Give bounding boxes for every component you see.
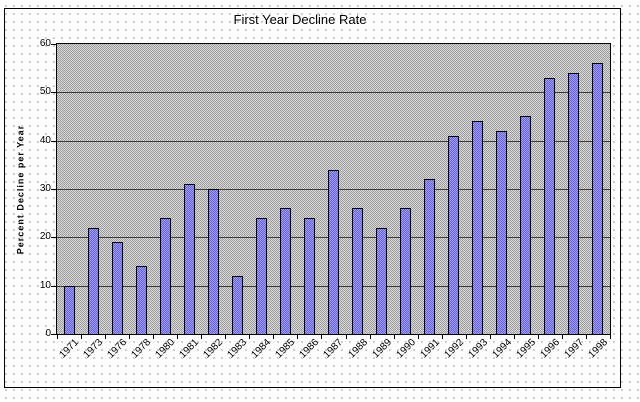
x-tick-mark: [442, 334, 443, 339]
x-tick-mark: [57, 334, 58, 339]
bar-1983: [232, 276, 243, 334]
x-tick-mark: [514, 334, 515, 339]
x-tick-mark: [297, 334, 298, 339]
x-tick-mark: [610, 334, 611, 339]
y-tick-label-50: 50: [39, 86, 51, 97]
bar-1989: [376, 228, 387, 334]
y-tick-mark: [51, 92, 57, 93]
x-tick-mark: [370, 334, 371, 339]
x-tick-mark: [394, 334, 395, 339]
x-tick-mark: [225, 334, 226, 339]
bar-1987: [328, 170, 339, 334]
bar-1976: [112, 242, 123, 334]
y-tick-mark: [51, 44, 57, 45]
bar-1973: [88, 228, 99, 334]
y-tick-mark: [51, 237, 57, 238]
bar-1993: [472, 121, 483, 334]
y-tick-label-60: 60: [39, 38, 51, 49]
x-tick-mark: [538, 334, 539, 339]
x-tick-mark: [346, 334, 347, 339]
x-tick-mark: [418, 334, 419, 339]
y-tick-label-40: 40: [39, 135, 51, 146]
y-tick-mark: [51, 141, 57, 142]
x-tick-mark: [466, 334, 467, 339]
x-tick-mark: [153, 334, 154, 339]
x-tick-mark: [201, 334, 202, 339]
bar-1981: [184, 184, 195, 334]
chart-area-border: [4, 8, 621, 388]
gridline-50: [57, 92, 610, 93]
x-tick-mark: [273, 334, 274, 339]
x-tick-mark: [177, 334, 178, 339]
bar-1986: [304, 218, 315, 334]
bar-1991: [424, 179, 435, 334]
x-tick-mark: [562, 334, 563, 339]
y-tick-label-10: 10: [39, 280, 51, 291]
y-tick-label-30: 30: [39, 183, 51, 194]
x-tick-mark: [490, 334, 491, 339]
x-tick-mark: [129, 334, 130, 339]
bar-1980: [160, 218, 171, 334]
bar-1998: [592, 63, 603, 334]
bar-1994: [496, 131, 507, 334]
bar-1978: [136, 266, 147, 334]
bar-1996: [544, 78, 555, 334]
bar-1985: [280, 208, 291, 334]
y-tick-mark: [51, 189, 57, 190]
bar-1988: [352, 208, 363, 334]
bar-1995: [520, 116, 531, 334]
y-tick-label-0: 0: [45, 328, 51, 339]
x-tick-mark: [249, 334, 250, 339]
x-tick-mark: [81, 334, 82, 339]
bar-1982: [208, 189, 219, 334]
bar-1971: [64, 286, 75, 334]
y-tick-mark: [51, 334, 57, 335]
bar-1997: [568, 73, 579, 334]
bar-1990: [400, 208, 411, 334]
bar-1984: [256, 218, 267, 334]
x-tick-mark: [321, 334, 322, 339]
x-tick-mark: [586, 334, 587, 339]
bar-1992: [448, 136, 459, 334]
y-tick-mark: [51, 286, 57, 287]
y-tick-label-20: 20: [39, 231, 51, 242]
chart-title: First Year Decline Rate: [233, 12, 367, 27]
gridline-40: [57, 141, 610, 142]
plot-area: [56, 43, 611, 335]
x-tick-mark: [105, 334, 106, 339]
